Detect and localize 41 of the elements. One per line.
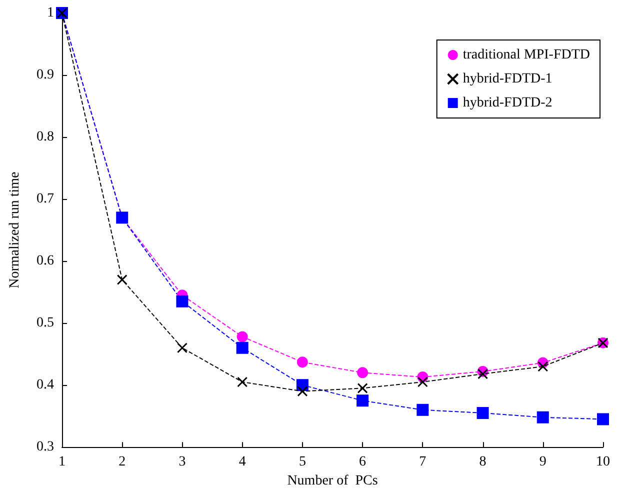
point xyxy=(116,274,128,285)
legend-label: hybrid-FDTD-1 xyxy=(462,72,552,86)
y-tick-label: 0.4 xyxy=(36,378,54,393)
legend-label: hybrid-FDTD-2 xyxy=(462,96,552,110)
x-axis-title: Number of PCs xyxy=(287,474,378,488)
x-tick-label: 2 xyxy=(118,454,126,470)
point xyxy=(597,413,609,426)
point xyxy=(236,331,248,342)
point xyxy=(176,295,188,308)
y-tick-label: 1 xyxy=(47,6,54,20)
point xyxy=(237,376,248,388)
point xyxy=(478,368,488,380)
x-tick-label: 5 xyxy=(298,454,306,470)
point xyxy=(297,386,308,397)
y-axis-title: Normalized run time xyxy=(8,172,22,288)
x-tick-label: 8 xyxy=(479,454,486,470)
legend-label: traditional MPI-FDTD xyxy=(462,48,590,62)
point xyxy=(236,342,248,354)
point xyxy=(296,356,308,368)
point xyxy=(356,394,369,407)
x-tick-label: 9 xyxy=(539,454,546,470)
point xyxy=(357,382,368,394)
x-tick-label: 3 xyxy=(178,454,186,470)
point xyxy=(176,342,188,354)
x-tick-label: 1 xyxy=(58,454,66,470)
x-tick-label: 6 xyxy=(359,454,366,470)
point xyxy=(538,361,548,372)
point xyxy=(536,411,549,424)
x-tick-label: 4 xyxy=(238,454,246,470)
y-tick-label: 0.5 xyxy=(36,316,54,331)
point xyxy=(476,406,489,419)
y-tick-label: 0.3 xyxy=(36,440,54,455)
point xyxy=(357,367,368,378)
y-tick-label: 0.7 xyxy=(36,192,54,207)
y-tick-label: 0.9 xyxy=(36,68,54,83)
y-tick-label: 0.8 xyxy=(36,130,54,145)
x-tick-label: 7 xyxy=(419,454,426,470)
point xyxy=(416,404,429,416)
x-tick-label: 10 xyxy=(596,454,610,470)
y-tick-label: 0.6 xyxy=(36,254,54,269)
point xyxy=(417,376,428,388)
